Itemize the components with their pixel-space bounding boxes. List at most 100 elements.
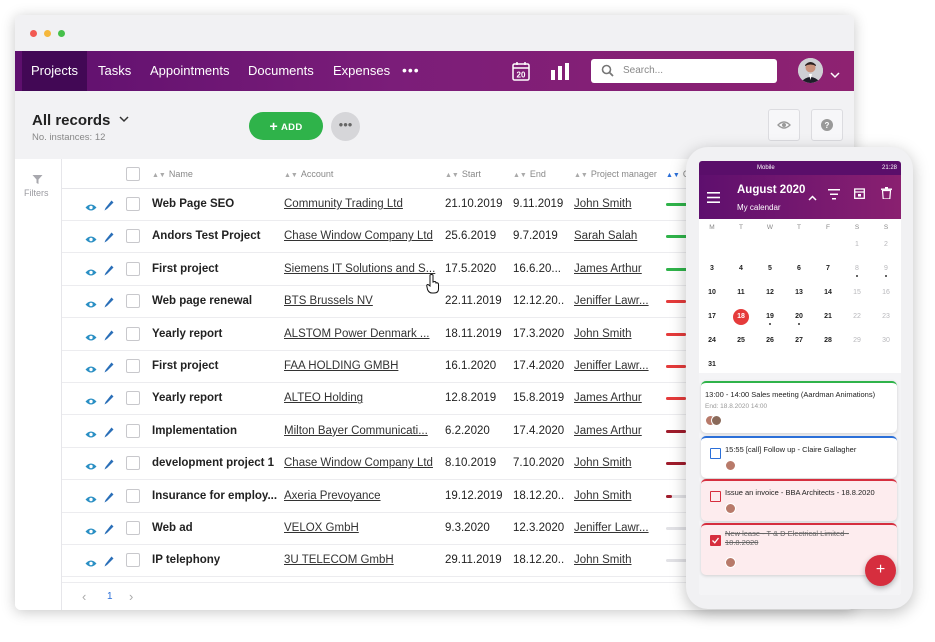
table-row[interactable]: Yearly report ALSTOM Power Denmark ... 18.… — [62, 318, 854, 351]
tab-tasks[interactable]: Tasks — [98, 63, 132, 78]
row-checkbox[interactable] — [126, 359, 140, 373]
calendar-day[interactable]: 31 — [708, 361, 716, 368]
row-account-link[interactable]: ALSTOM Power Denmark ... — [284, 327, 430, 340]
calendar-day[interactable]: 26 — [766, 337, 774, 344]
row-account-link[interactable]: Milton Bayer Communicati... — [284, 424, 428, 437]
calendar-view-icon[interactable] — [854, 186, 865, 204]
event-checkbox[interactable] — [710, 535, 721, 546]
reports-chart-icon[interactable] — [550, 63, 570, 85]
calendar-day[interactable]: 1 — [855, 241, 859, 248]
row-project-manager-link[interactable]: James Arthur — [574, 262, 642, 275]
maximize-window-button[interactable] — [58, 30, 65, 37]
row-account-link[interactable]: 3U TELECOM GmbH — [284, 554, 394, 567]
calendar-day[interactable]: 3 — [710, 265, 714, 272]
close-window-button[interactable] — [30, 30, 37, 37]
tab-projects[interactable]: Projects — [22, 51, 87, 91]
row-account-link[interactable]: Chase Window Company Ltd — [284, 230, 433, 243]
calendar-day[interactable]: 6 — [797, 265, 801, 272]
row-account-link[interactable]: Axeria Prevoyance — [284, 489, 381, 502]
row-name[interactable]: Yearly report — [152, 327, 223, 340]
calendar-event[interactable]: 15:55 [call] Follow up - Claire Gallaghe… — [701, 436, 897, 478]
table-row[interactable]: IP telephony 3U TELECOM GmbH 29.11.2019 18.… — [62, 544, 854, 578]
row-project-manager-link[interactable]: John Smith — [574, 554, 632, 567]
row-project-manager-link[interactable]: Sarah Salah — [574, 230, 638, 243]
row-account-link[interactable]: Community Trading Ltd — [284, 198, 403, 210]
edit-icon[interactable] — [104, 230, 114, 248]
calendar-icon[interactable]: 20 — [512, 61, 530, 86]
table-row[interactable]: First project Siemens IT Solutions and S.… — [62, 253, 854, 286]
calendar-day[interactable]: 14 — [824, 289, 832, 296]
select-all-checkbox[interactable] — [126, 167, 140, 181]
row-account-link[interactable]: BTS Brussels NV — [284, 295, 373, 308]
row-checkbox[interactable] — [126, 456, 140, 471]
row-project-manager-link[interactable]: John Smith — [574, 198, 632, 210]
calendar-day-today[interactable]: 18 — [733, 309, 749, 325]
calendar-day[interactable]: 28 — [824, 337, 832, 344]
edit-icon[interactable] — [104, 490, 114, 508]
row-checkbox[interactable] — [126, 391, 140, 406]
records-view-selector[interactable]: All records — [32, 112, 129, 129]
row-checkbox[interactable] — [126, 488, 140, 503]
minimize-window-button[interactable] — [44, 30, 51, 37]
add-record-button[interactable]: + ADD — [249, 112, 323, 140]
help-button[interactable]: ? — [811, 109, 843, 141]
table-row[interactable]: Web page renewal BTS Brussels NV 22.11.201… — [62, 285, 854, 319]
view-icon[interactable] — [85, 523, 97, 541]
calendar-day[interactable]: 16 — [882, 289, 890, 296]
calendar-day[interactable]: 20 — [791, 309, 807, 325]
row-name[interactable]: First project — [152, 262, 219, 275]
table-row[interactable]: Web Page SEO Community Trading Ltd 21.10.2… — [62, 188, 854, 221]
calendar-day[interactable]: 25 — [737, 337, 745, 344]
calendar-month-title[interactable]: August 2020 — [737, 184, 806, 196]
column-header-account[interactable]: ▲▼ Account — [284, 169, 334, 179]
row-account-link[interactable]: ALTEO Holding — [284, 392, 364, 405]
calendar-day[interactable]: 9 — [878, 261, 894, 277]
user-avatar[interactable] — [798, 58, 823, 83]
prev-page-button[interactable]: ‹ — [82, 589, 87, 604]
calendar-day[interactable]: 24 — [708, 337, 716, 344]
table-row[interactable]: Web ad VELOX GmbH 9.3.2020 12.3.2020 Jeniffe… — [62, 512, 854, 545]
calendar-day[interactable]: 15 — [853, 289, 861, 296]
view-icon[interactable] — [85, 361, 97, 379]
hamburger-menu-icon[interactable] — [707, 190, 720, 208]
row-checkbox[interactable] — [126, 423, 140, 438]
row-checkbox[interactable] — [126, 294, 140, 309]
tab-expenses[interactable]: Expenses — [333, 63, 391, 78]
calendar-day[interactable]: 7 — [826, 265, 830, 272]
row-name[interactable]: development project 1 — [152, 457, 275, 470]
view-toggle-button[interactable] — [768, 109, 800, 141]
row-account-link[interactable]: VELOX GmbH — [284, 522, 359, 534]
row-checkbox[interactable] — [126, 326, 140, 341]
filters-sidebar[interactable]: Filters — [15, 159, 62, 610]
calendar-event[interactable]: New lease - T & D Electrical Limited - 1… — [701, 523, 897, 575]
edit-icon[interactable] — [104, 522, 114, 540]
filter-icon[interactable] — [828, 187, 840, 205]
chevron-up-icon[interactable] — [808, 188, 817, 206]
view-icon[interactable] — [85, 296, 97, 314]
row-checkbox[interactable] — [126, 521, 140, 535]
row-name[interactable]: Insurance for employ... — [152, 489, 278, 502]
calendar-day[interactable]: 12 — [766, 289, 774, 296]
add-event-fab[interactable]: + — [865, 555, 896, 586]
calendar-day[interactable]: 19 — [762, 309, 778, 325]
event-checkbox[interactable] — [710, 491, 721, 502]
view-icon[interactable] — [85, 393, 97, 411]
calendar-day[interactable]: 5 — [768, 265, 772, 272]
calendar-day[interactable]: 30 — [882, 337, 890, 344]
table-row[interactable]: Andors Test Project Chase Window Company … — [62, 220, 854, 254]
table-row[interactable]: Yearly report ALTEO Holding 12.8.2019 15.8.… — [62, 382, 854, 416]
column-header-end[interactable]: ▲▼ End — [513, 169, 546, 179]
view-icon[interactable] — [85, 491, 97, 509]
row-project-manager-link[interactable]: James Arthur — [574, 392, 642, 405]
trash-icon[interactable] — [881, 186, 892, 204]
table-row[interactable]: Implementation Milton Bayer Communicati..… — [62, 415, 854, 448]
calendar-day[interactable]: 29 — [853, 337, 861, 344]
edit-icon[interactable] — [104, 198, 114, 216]
calendar-event[interactable]: Issue an invoice - BBA Architects - 18.8… — [701, 479, 897, 521]
row-project-manager-link[interactable]: Jeniffer Lawr... — [574, 522, 649, 534]
table-row[interactable]: First project FAA HOLDING GMBH 16.1.2020 17… — [62, 350, 854, 383]
calendar-day[interactable]: 13 — [795, 289, 803, 296]
view-icon[interactable] — [85, 264, 97, 282]
next-page-button[interactable]: › — [129, 589, 134, 604]
row-project-manager-link[interactable]: Jeniffer Lawr... — [574, 360, 649, 372]
